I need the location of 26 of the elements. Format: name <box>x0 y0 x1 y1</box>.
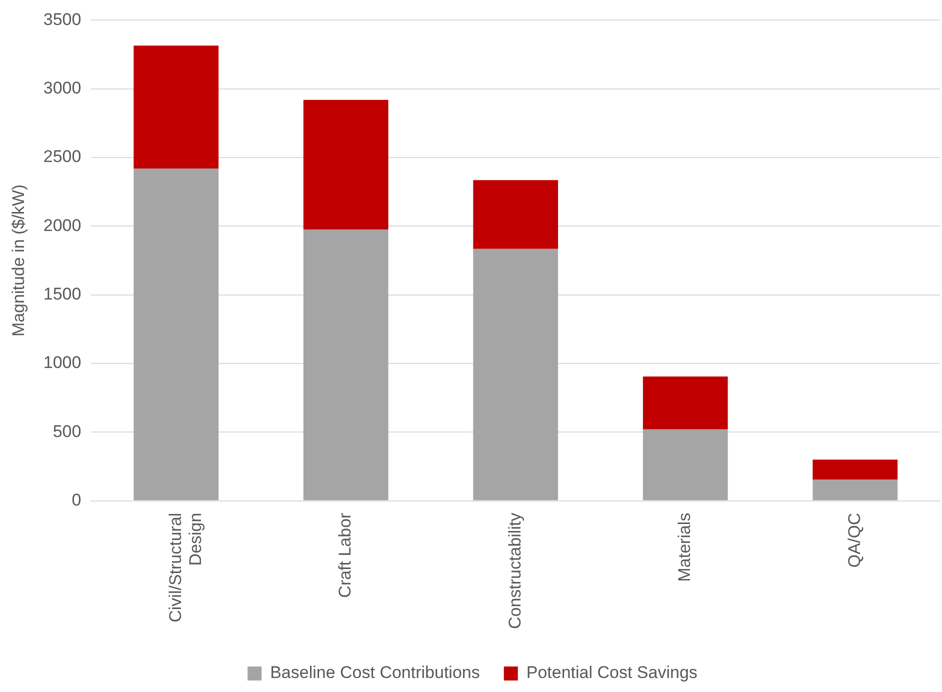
bar <box>473 180 558 249</box>
x-tick-label: Civil/Structural Design <box>166 512 206 622</box>
x-tick-label: Craft Labor <box>336 512 355 598</box>
legend-label: Potential Cost Savings <box>526 663 698 682</box>
bar <box>134 168 219 500</box>
bar <box>642 429 728 500</box>
y-tick-label: 3000 <box>43 78 82 98</box>
bar <box>642 376 728 430</box>
y-tick-label: 3500 <box>43 10 82 29</box>
x-tick-label: QA/QC <box>844 512 864 568</box>
x-tick-label: Constructability <box>505 512 524 630</box>
y-tick-label: 500 <box>52 422 82 441</box>
bar <box>303 100 388 230</box>
y-tick-label: 2500 <box>43 147 82 166</box>
bar <box>812 460 898 480</box>
y-tick-label: 0 <box>72 490 82 510</box>
y-axis-title: Magnitude in ($/kW) <box>8 184 28 337</box>
bar <box>134 46 219 168</box>
x-tick-label: Materials <box>675 512 694 582</box>
bar <box>812 480 898 500</box>
bar <box>473 248 558 500</box>
y-tick-label: 2000 <box>43 216 82 235</box>
y-tick-label: 1000 <box>43 353 82 372</box>
legend-label: Baseline Cost Contributions <box>270 663 480 682</box>
bar <box>303 230 388 500</box>
y-tick-label: 1500 <box>43 284 82 304</box>
